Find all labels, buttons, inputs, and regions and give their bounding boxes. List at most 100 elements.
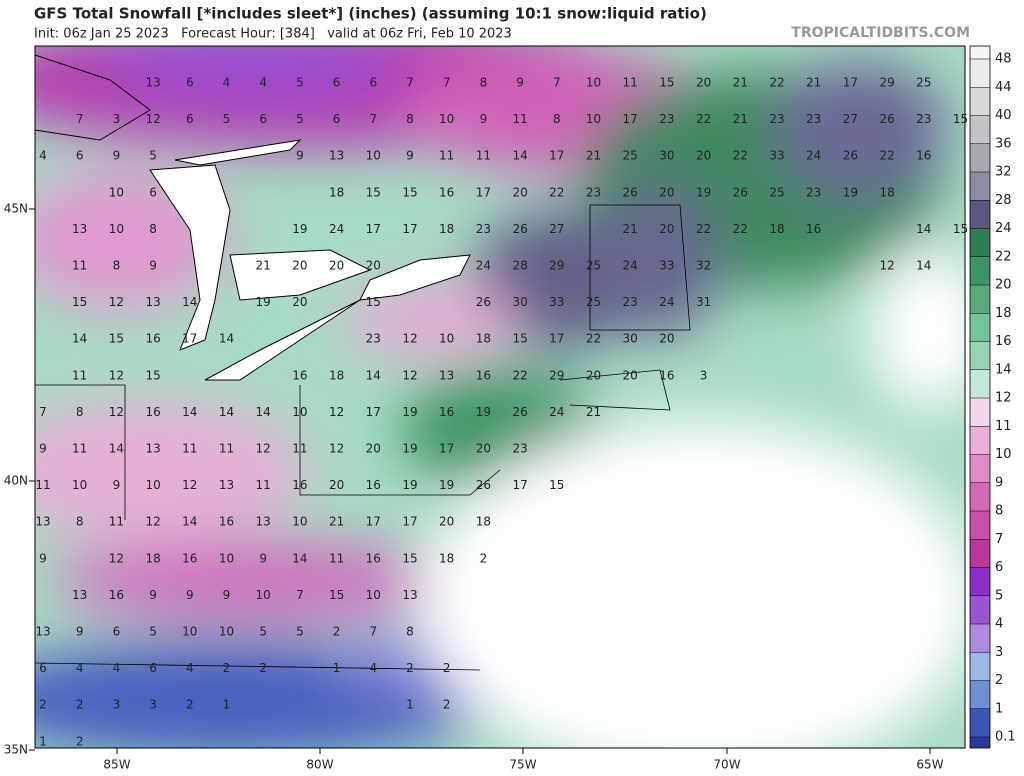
- snow-value: 12: [329, 405, 344, 419]
- snow-value: 20: [329, 478, 344, 492]
- map: [35, 46, 965, 748]
- snow-value: 22: [733, 149, 748, 163]
- snow-value: 17: [402, 515, 417, 529]
- snow-value: 12: [109, 295, 124, 309]
- snow-value: 19: [843, 185, 858, 199]
- snow-value: 17: [366, 515, 381, 529]
- colorbar-label: 32: [995, 165, 1012, 180]
- colorbar-label: 8: [995, 504, 1003, 519]
- snow-value: 25: [916, 76, 931, 90]
- snow-value: 6: [259, 112, 267, 126]
- lon-label: 70W: [713, 758, 740, 772]
- snow-value: 5: [259, 625, 267, 639]
- snow-value: 31: [696, 295, 711, 309]
- snow-value: 8: [76, 405, 84, 419]
- snow-value: 12: [109, 405, 124, 419]
- snow-value: 27: [843, 112, 858, 126]
- colorbar-label: 12: [995, 391, 1012, 406]
- snow-value: 9: [39, 442, 47, 456]
- snow-value: 14: [219, 332, 234, 346]
- colorbar-label: 44: [995, 80, 1012, 95]
- snow-value: 1: [406, 698, 414, 712]
- snow-value: 25: [586, 259, 601, 273]
- snow-value: 7: [369, 112, 377, 126]
- snow-value: 12: [402, 332, 417, 346]
- snow-value: 23: [806, 112, 821, 126]
- snow-value: 21: [586, 405, 601, 419]
- snow-value: 26: [512, 405, 527, 419]
- colorbar-label: 28: [995, 193, 1012, 208]
- snow-value: 6: [113, 625, 121, 639]
- snow-value: 30: [512, 295, 527, 309]
- snow-value: 12: [109, 551, 124, 565]
- snow-value: 16: [916, 149, 931, 163]
- snow-value: 10: [586, 76, 601, 90]
- snow-value: 20: [623, 368, 638, 382]
- snow-value: 20: [659, 332, 674, 346]
- snow-value: 20: [696, 149, 711, 163]
- snow-value: 15: [72, 295, 87, 309]
- colorbar-label: 22: [995, 249, 1012, 264]
- snow-value: 11: [292, 442, 307, 456]
- snow-value: 24: [623, 259, 638, 273]
- colorbar-segment: [970, 595, 990, 625]
- snow-value: 2: [480, 551, 488, 565]
- snow-value: 15: [659, 76, 674, 90]
- snow-value: 10: [219, 625, 234, 639]
- snow-value: 16: [145, 332, 160, 346]
- snow-value: 11: [109, 515, 124, 529]
- snow-value: 20: [292, 259, 307, 273]
- snow-value: 29: [549, 368, 564, 382]
- colorbar-label: 11: [995, 419, 1012, 434]
- snow-value: 3: [113, 112, 121, 126]
- lat-label: 35N: [4, 743, 28, 757]
- lon-label: 85W: [103, 758, 130, 772]
- colorbar-segment: [970, 313, 990, 342]
- colorbar-segment: [970, 143, 990, 173]
- snow-value: 9: [149, 259, 157, 273]
- snow-value: 15: [953, 222, 968, 236]
- snow-value: 2: [443, 698, 451, 712]
- snow-value: 22: [879, 149, 894, 163]
- snow-value: 17: [366, 405, 381, 419]
- snow-value: 10: [109, 185, 124, 199]
- snow-value: 5: [149, 149, 157, 163]
- snow-value: 23: [366, 332, 381, 346]
- snow-value: 11: [72, 368, 87, 382]
- colorbar-segment: [970, 567, 990, 597]
- snow-value: 33: [549, 295, 564, 309]
- snow-value: 9: [149, 588, 157, 602]
- snow-value: 7: [369, 625, 377, 639]
- snow-value: 20: [659, 185, 674, 199]
- snow-value: 16: [366, 478, 381, 492]
- colorbar-label: 20: [995, 278, 1012, 293]
- colorbar-label: 24: [995, 221, 1012, 236]
- snow-value: 18: [329, 368, 344, 382]
- snow-value: 2: [443, 661, 451, 675]
- snow-value: 20: [292, 295, 307, 309]
- snow-value: 10: [439, 332, 454, 346]
- snow-value: 20: [366, 259, 381, 273]
- colorbar-segment: [970, 115, 990, 145]
- colorbar-segment: [970, 624, 990, 653]
- snow-value: 11: [623, 76, 638, 90]
- snow-value: 10: [292, 515, 307, 529]
- snow-value: 6: [186, 112, 194, 126]
- snow-value: 20: [586, 368, 601, 382]
- snow-value: 2: [186, 698, 194, 712]
- snow-value: 9: [76, 625, 84, 639]
- snow-value: 24: [549, 405, 564, 419]
- snow-value: 33: [659, 259, 674, 273]
- snow-value: 19: [402, 405, 417, 419]
- snow-value: 14: [256, 405, 271, 419]
- snow-value: 7: [443, 76, 451, 90]
- snow-value: 2: [333, 625, 341, 639]
- snow-value: 20: [329, 259, 344, 273]
- snow-value: 18: [476, 515, 491, 529]
- colorbar-segment: [970, 708, 990, 738]
- snow-value: 9: [480, 112, 488, 126]
- snow-value: 13: [256, 515, 271, 529]
- snow-value: 26: [733, 185, 748, 199]
- snow-value: 15: [145, 368, 160, 382]
- snow-value: 23: [659, 112, 674, 126]
